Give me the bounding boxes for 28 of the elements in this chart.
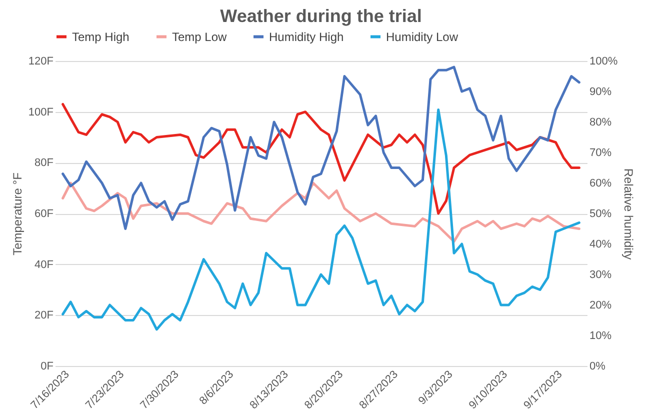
y-tick-label: 80F <box>34 157 54 170</box>
y2-axis-title: Relative humidity <box>622 168 636 260</box>
y-tick-label: 0F <box>40 360 54 372</box>
y-tick-label: 60F <box>34 208 54 220</box>
y2-tick-label: 70% <box>590 147 612 159</box>
y2-tick-label: 50% <box>590 208 612 220</box>
y2-tick-label: 60% <box>590 178 612 190</box>
y2-tick-label: 0% <box>590 360 606 372</box>
y-tick-label: 120F <box>28 56 54 68</box>
y2-tick-label: 20% <box>590 300 612 312</box>
y-tick-label: 100F <box>28 106 54 118</box>
line-series <box>62 66 580 230</box>
legend-label: Temp Low <box>172 30 228 44</box>
legend-label: Humidity Low <box>386 30 458 44</box>
y2-tick-label: 40% <box>590 238 612 250</box>
y2-tick-label: 80% <box>590 116 612 128</box>
line-series <box>62 108 580 331</box>
legend-label: Temp High <box>72 30 130 44</box>
y-tick-label: 20F <box>34 310 54 322</box>
y2-tick-label: 100% <box>590 56 618 68</box>
y-tick-label: 40F <box>34 258 54 271</box>
y2-tick-label: 90% <box>590 86 612 98</box>
chart-title: Weather during the trial <box>220 6 422 26</box>
legend-label: Humidity High <box>269 30 344 44</box>
y-axis-title: Temperature °F <box>10 172 24 256</box>
line-series <box>62 102 580 215</box>
y2-tick-label: 30% <box>590 269 612 281</box>
y2-tick-label: 10% <box>590 330 612 342</box>
